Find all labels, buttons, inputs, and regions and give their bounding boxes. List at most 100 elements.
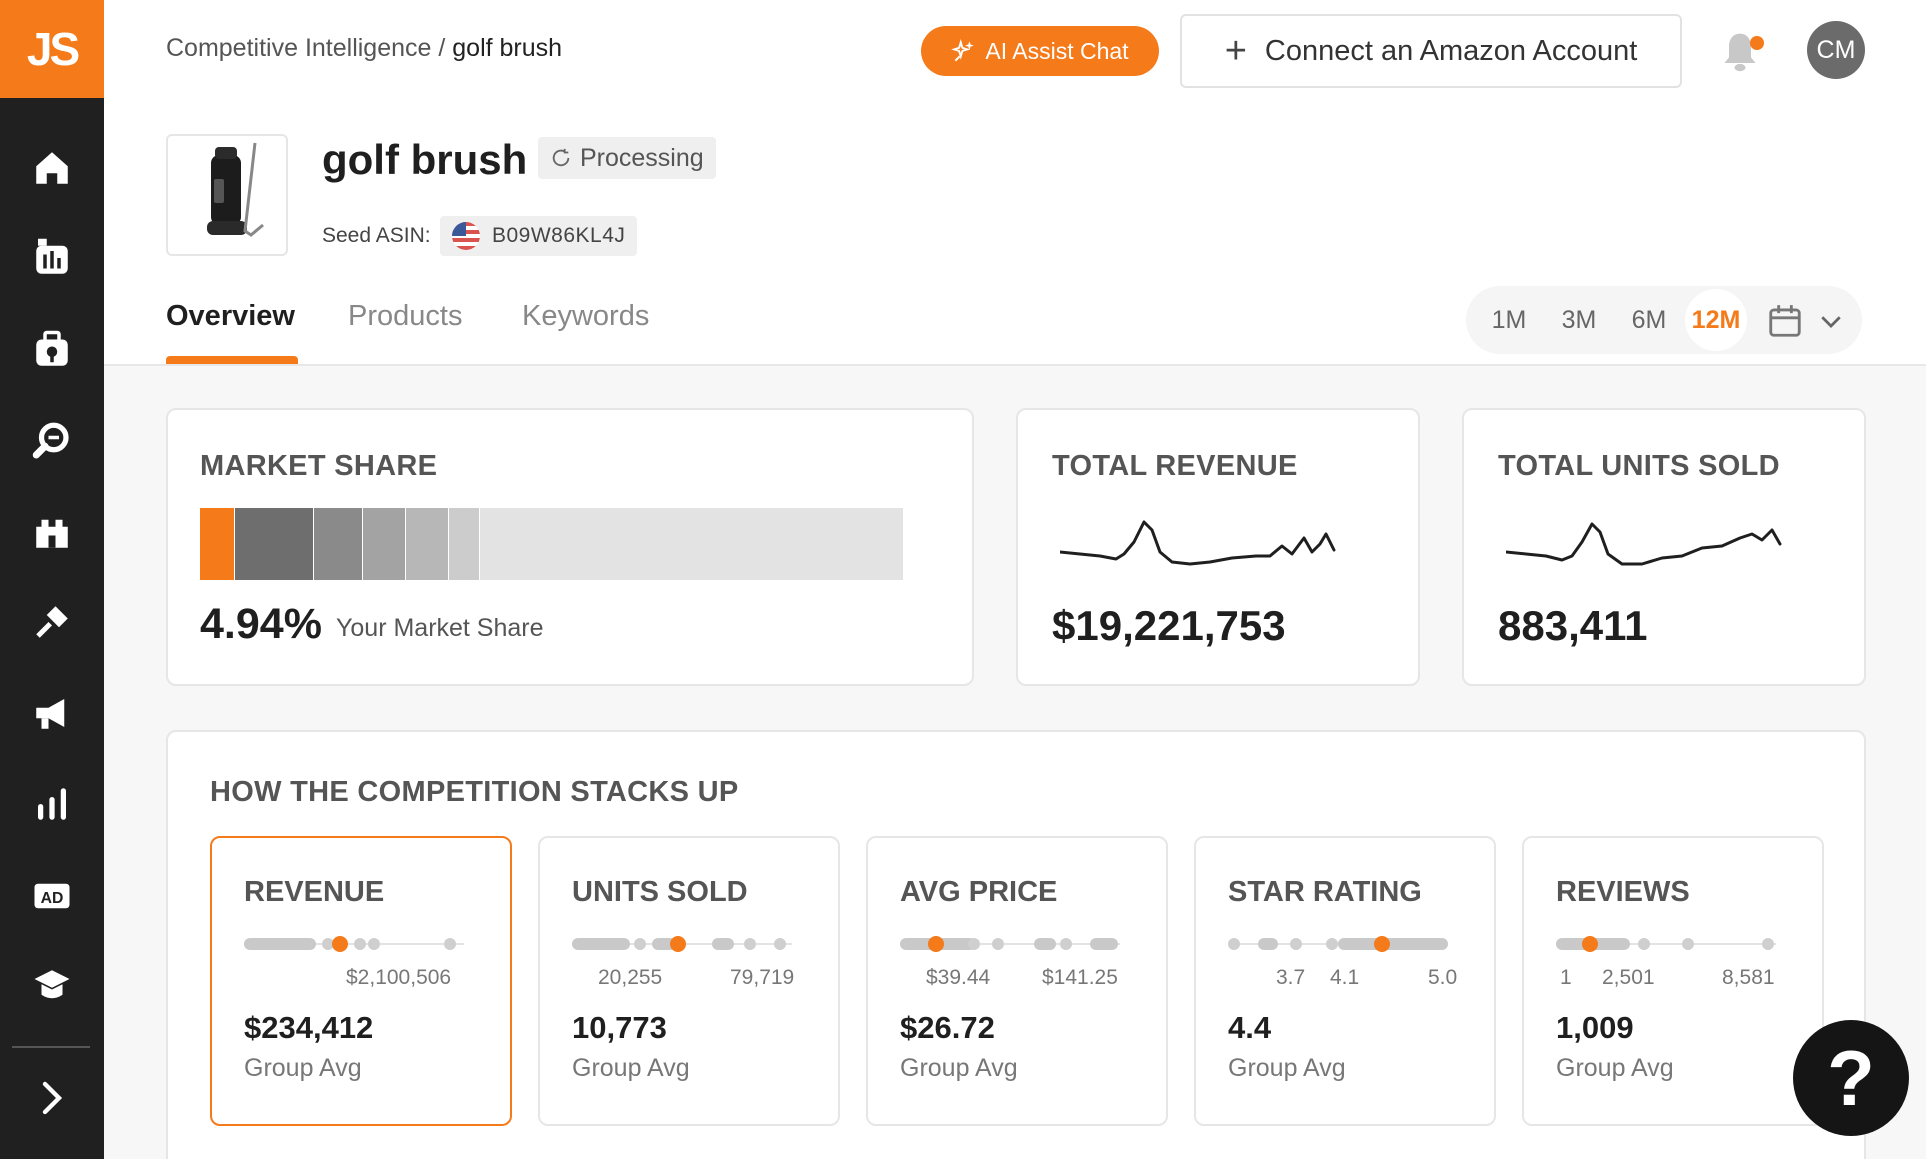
revenue-sparkline [1060, 520, 1336, 566]
academy-icon[interactable] [0, 950, 104, 1022]
status-text: Processing [580, 143, 704, 172]
metric-title: REVENUE [244, 876, 385, 908]
market-share-segment [449, 508, 481, 580]
distribution-cluster [244, 938, 316, 950]
ai-assist-chat-label: AI Assist Chat [985, 37, 1129, 64]
connect-amazon-button[interactable]: + Connect an Amazon Account [1180, 14, 1682, 88]
tab-overview[interactable]: Overview [166, 300, 295, 332]
market-share-label: Your Market Share [336, 614, 544, 642]
metric-distribution [572, 934, 792, 954]
avatar[interactable]: CM [1807, 21, 1865, 79]
sidebar-divider [12, 1046, 90, 1048]
status-badge: Processing [538, 137, 716, 179]
range-12m[interactable]: 12M [1685, 289, 1747, 351]
promotions-icon[interactable] [0, 677, 104, 749]
ai-assist-chat-button[interactable]: AI Assist Chat [921, 26, 1159, 76]
breadcrumb-parent[interactable]: Competitive Intelligence / [166, 34, 446, 62]
competition-card: HOW THE COMPETITION STACKS UP REVENUE $2… [166, 730, 1866, 1159]
product-database-icon[interactable] [0, 222, 104, 294]
tick-label: 20,255 [598, 966, 663, 989]
metric-value: $26.72 [900, 1010, 995, 1045]
metric-label: Group Avg [572, 1054, 690, 1082]
range-1m[interactable]: 1M [1491, 305, 1527, 334]
competitive-intelligence-icon[interactable] [0, 496, 104, 568]
metric-distribution [244, 934, 464, 954]
tick-label: 8,581 [1722, 966, 1775, 989]
product-tracker-icon[interactable] [0, 314, 104, 386]
tick-label: 5.0 [1428, 966, 1458, 989]
total-units-title: TOTAL UNITS SOLD [1498, 450, 1780, 482]
distribution-dot [368, 938, 380, 950]
metric-card-units-sold[interactable]: UNITS SOLD 20,255 79,719 10,773 Group Av… [538, 836, 840, 1126]
help-button[interactable]: ? [1793, 1020, 1909, 1136]
metric-label: Group Avg [244, 1054, 362, 1082]
date-range-selector: 1M 3M 6M 12M [1466, 286, 1862, 354]
metric-card-reviews[interactable]: REVIEWS 1 2,501 8,581 1,009 Group Avg [1522, 836, 1824, 1126]
chevron-down-icon[interactable] [1816, 306, 1846, 336]
distribution-dot [1228, 938, 1240, 950]
tab-products[interactable]: Products [348, 300, 463, 332]
keyword-search-icon[interactable] [0, 405, 104, 477]
notification-dot [1750, 36, 1764, 50]
market-share-value: 4.94% [200, 600, 322, 648]
metric-card-revenue[interactable]: REVENUE $2,100,506 $234,412 Group Avg [210, 836, 512, 1126]
chevron-right-icon[interactable] [0, 1062, 104, 1134]
market-share-segment [480, 508, 904, 580]
asin-value: B09W86KL4J [492, 224, 626, 247]
analytics-icon[interactable] [0, 768, 104, 840]
metric-distribution [900, 934, 1120, 954]
advertising-icon[interactable]: AD [0, 860, 104, 932]
distribution-dot [968, 938, 980, 950]
distribution-dot [1638, 938, 1650, 950]
metric-distribution [1556, 934, 1776, 954]
group-avg-marker [670, 936, 686, 952]
tick-label: 4.1 [1330, 966, 1360, 989]
bell-icon[interactable] [1718, 28, 1762, 76]
product-header: golf brush Processing Seed ASIN: B09W86K… [104, 100, 1926, 366]
market-share-segment [313, 508, 363, 580]
market-share-card: MARKET SHARE 4.94% Your Market Share [166, 408, 974, 686]
market-share-title: MARKET SHARE [200, 450, 438, 482]
distribution-dot [354, 938, 366, 950]
calendar-icon[interactable] [1766, 302, 1804, 340]
competition-title: HOW THE COMPETITION STACKS UP [210, 776, 739, 808]
distribution-cluster [712, 938, 734, 950]
distribution-cluster [572, 938, 630, 950]
range-3m[interactable]: 3M [1561, 305, 1597, 334]
home-icon[interactable] [0, 132, 104, 204]
listing-builder-icon[interactable] [0, 586, 104, 658]
breadcrumb-current: golf brush [452, 34, 563, 62]
asin-badge[interactable]: B09W86KL4J [440, 216, 638, 256]
logo[interactable]: JS [0, 0, 104, 98]
metric-title: UNITS SOLD [572, 876, 748, 908]
distribution-cluster [1338, 938, 1448, 950]
breadcrumb: Competitive Intelligence / golf brush [166, 34, 562, 63]
metric-label: Group Avg [1556, 1054, 1674, 1082]
logo-text: JS [26, 23, 80, 75]
metric-value: 4.4 [1228, 1010, 1272, 1045]
metric-title: STAR RATING [1228, 876, 1422, 908]
metric-label: Group Avg [900, 1054, 1018, 1082]
range-6m[interactable]: 6M [1631, 305, 1667, 334]
distribution-dot [1762, 938, 1774, 950]
metric-label: Group Avg [1228, 1054, 1346, 1082]
tick-label: $141.25 [1042, 966, 1118, 989]
total-revenue-value: $19,221,753 [1052, 602, 1286, 649]
metric-card-avg-price[interactable]: AVG PRICE $39.44 $141.25 $26.72 Group Av… [866, 836, 1168, 1126]
metric-card-star-rating[interactable]: STAR RATING 3.7 4.1 5.0 4.4 Group Avg [1194, 836, 1496, 1126]
sparkle-icon [951, 38, 975, 62]
metric-value: 1,009 [1556, 1010, 1634, 1045]
metric-title: REVIEWS [1556, 876, 1690, 908]
distribution-dot [1060, 938, 1072, 950]
group-avg-marker [1374, 936, 1390, 952]
tab-keywords[interactable]: Keywords [522, 300, 650, 332]
seed-asin-label: Seed ASIN: [322, 224, 431, 247]
product-thumbnail [166, 134, 288, 256]
distribution-cluster [1258, 938, 1278, 950]
tab-underline [166, 356, 298, 364]
us-flag-icon [452, 222, 480, 250]
group-avg-marker [332, 936, 348, 952]
group-avg-marker [1582, 936, 1598, 952]
market-share-bar [200, 508, 904, 580]
metric-distribution [1228, 934, 1448, 954]
